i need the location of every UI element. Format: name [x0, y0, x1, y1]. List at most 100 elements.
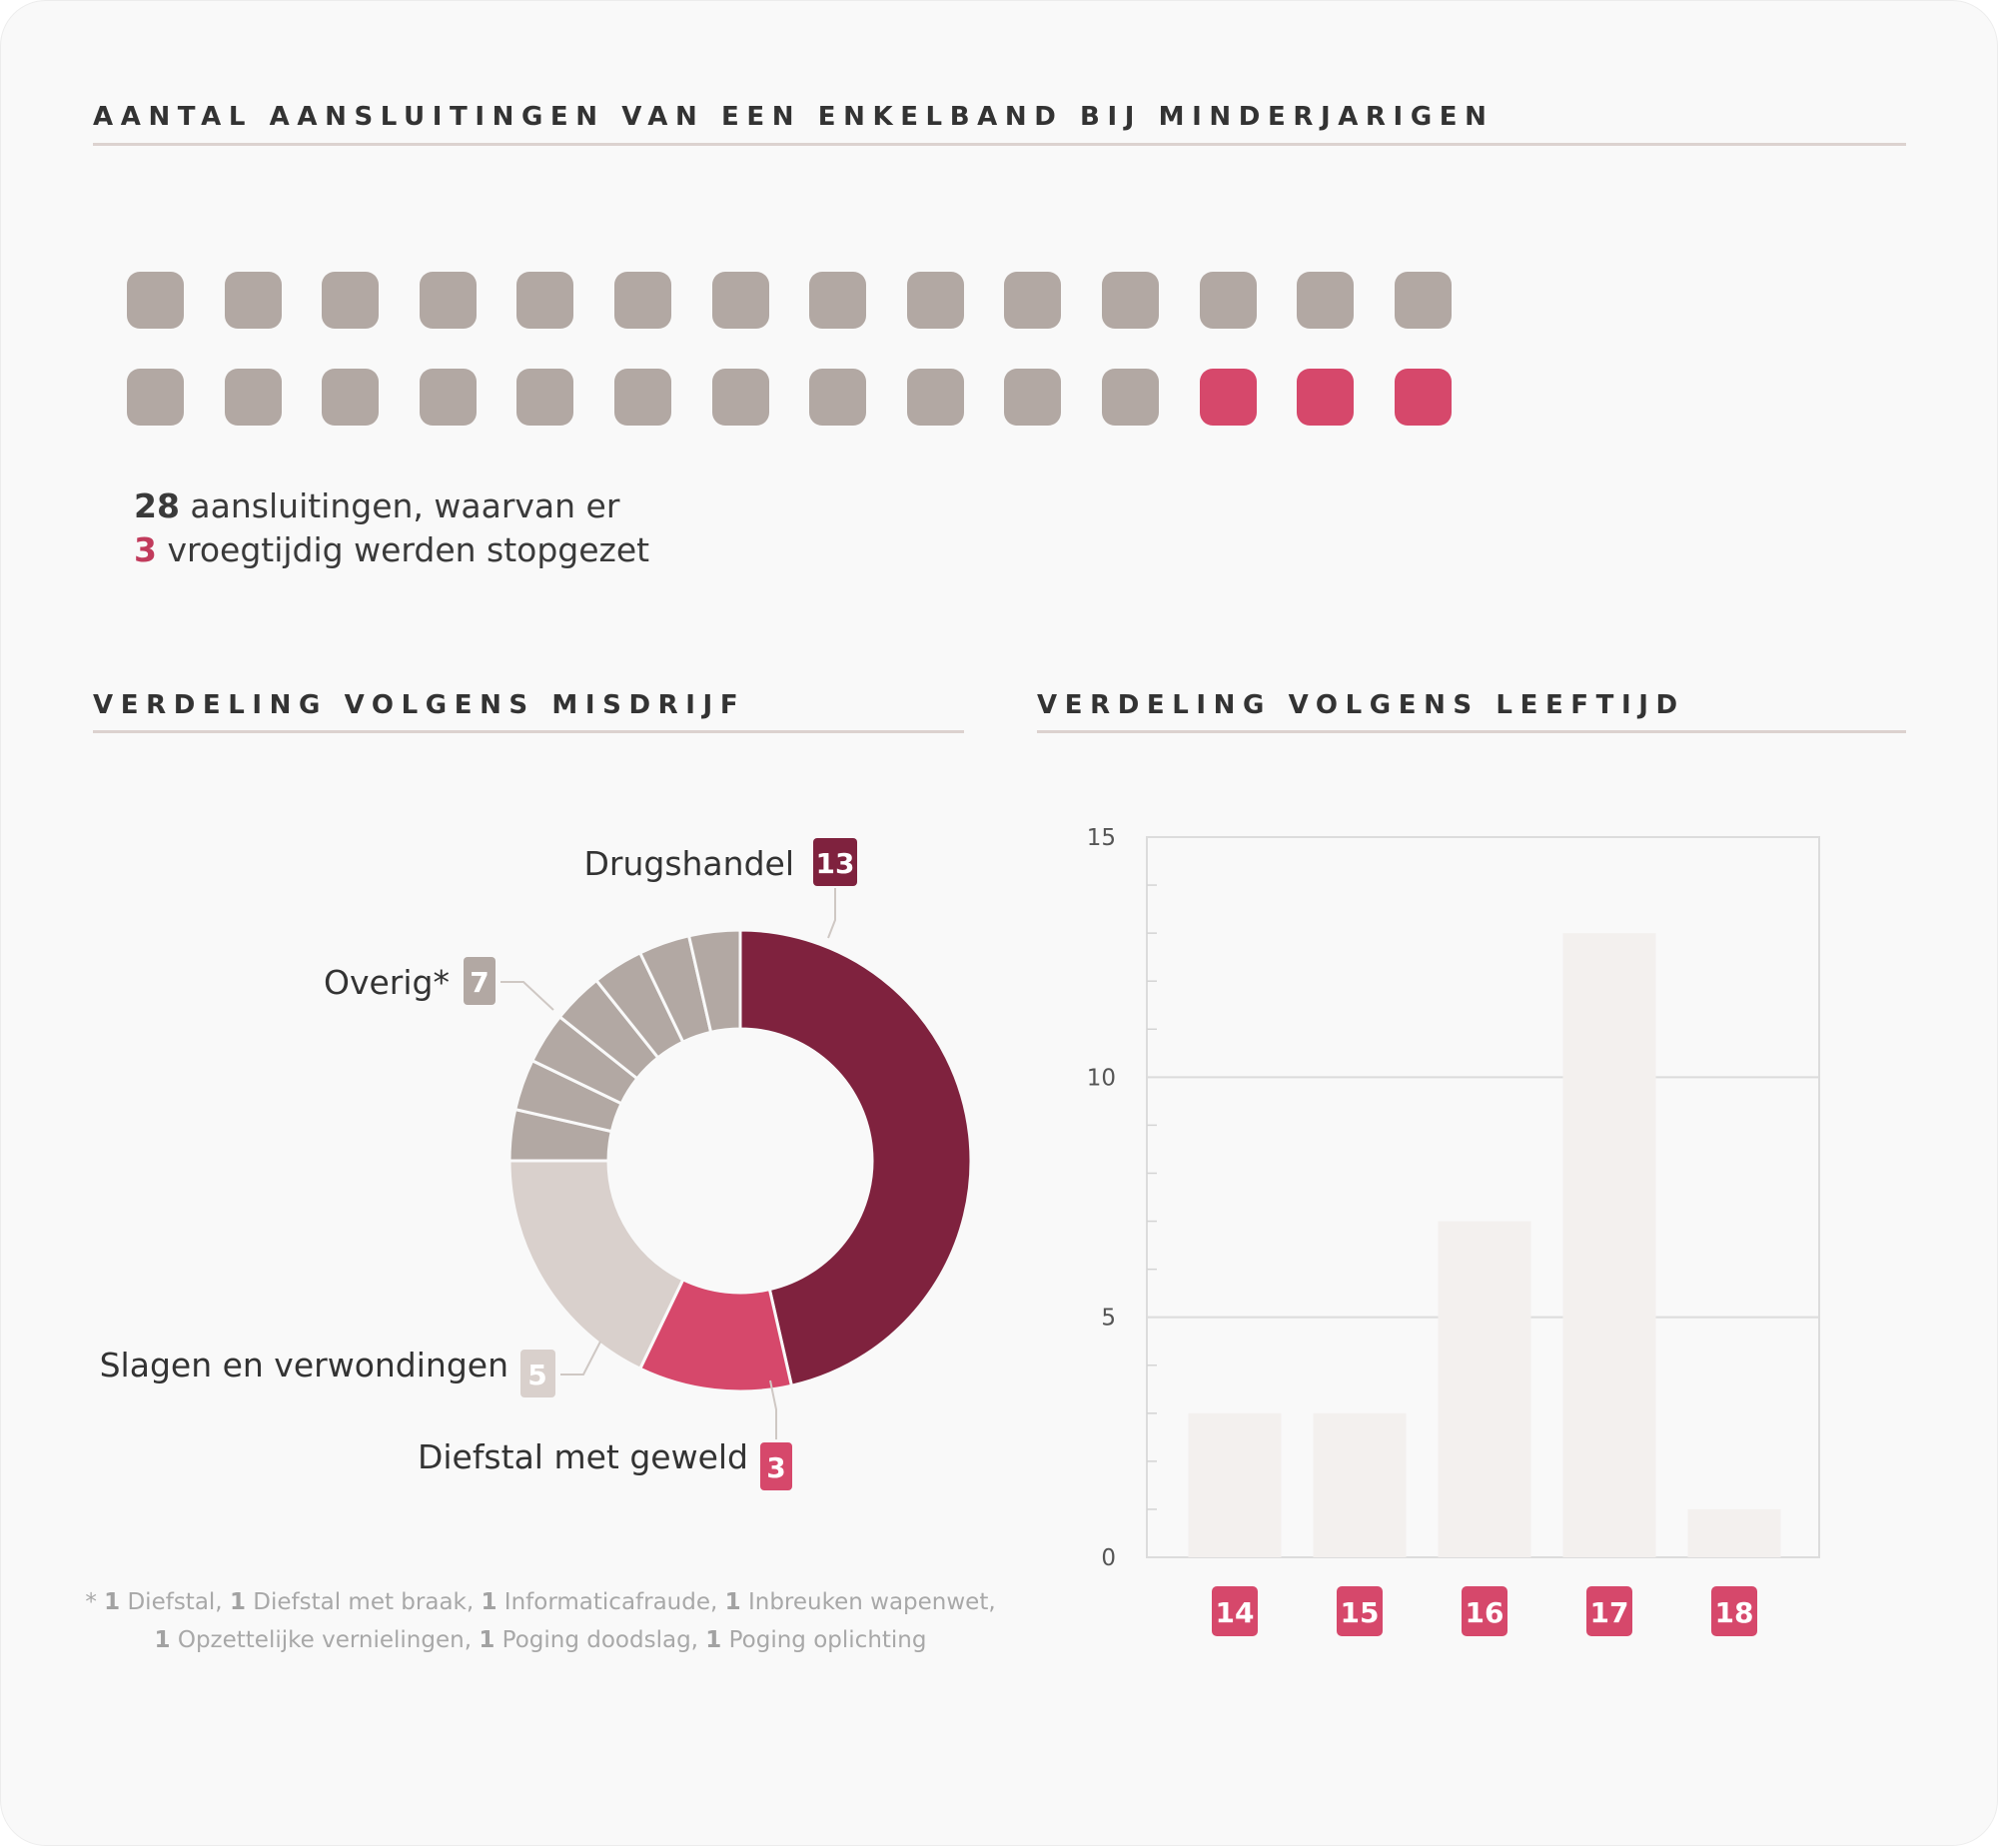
- overig-tag: [464, 957, 496, 1005]
- waffle-square: [906, 369, 964, 426]
- bar: [1687, 1508, 1781, 1557]
- diefstal-label: Diefstal met geweld: [418, 1437, 748, 1476]
- footnote-item: Informaticafraude,: [497, 1589, 725, 1615]
- footnote-count: 1: [724, 1589, 741, 1615]
- footnote-item: Inbreuken wapenwet,: [740, 1589, 996, 1615]
- drugshandel-leader: [827, 888, 836, 939]
- waffle-square: [1102, 369, 1159, 426]
- stopped-count: 3: [134, 530, 157, 569]
- donut-slice: [507, 1159, 685, 1372]
- slagen-tag: [520, 1350, 555, 1397]
- x-tick-label: 15: [1341, 1596, 1380, 1629]
- footnote-marker: *: [85, 1589, 97, 1615]
- footnote-count: 1: [154, 1627, 171, 1653]
- slagen-leader: [560, 1341, 601, 1376]
- leeftijd-rule: [1037, 730, 1906, 733]
- total-count: 28: [134, 486, 180, 525]
- x-tag-box: [1462, 1586, 1507, 1636]
- label-drugshandel: Drugshandel 13: [583, 838, 857, 939]
- y-tick-label: 10: [1087, 1065, 1116, 1091]
- leeftijd-title: VERDELING VOLGENS LEEFTIJD: [1037, 690, 1685, 720]
- footnote: * 1 Diefstal, 1 Diefstal met braak, 1 In…: [61, 1583, 1020, 1659]
- waffle-square: [809, 369, 867, 426]
- x-tick-label: 16: [1466, 1596, 1504, 1629]
- stopped-text: vroegtijdig werden stopgezet: [156, 530, 650, 569]
- waffle-square: [1004, 272, 1062, 329]
- waffle-square: [614, 369, 671, 426]
- label-overig: Overig* 7: [324, 957, 554, 1011]
- waffle-square: [127, 272, 184, 329]
- y-tick-label: 5: [1101, 1306, 1116, 1332]
- summary-line-total: 28 aansluitingen, waarvan er: [134, 486, 619, 525]
- waffle-square: [1394, 272, 1452, 329]
- footnote-item: Poging oplichting: [721, 1627, 927, 1653]
- bar: [1313, 1412, 1407, 1557]
- donut-chart: Drugshandel 13 Overig* 7 Slagen en verwo…: [100, 838, 973, 1490]
- waffle-square: [906, 272, 964, 329]
- label-diefstal: Diefstal met geweld 3: [418, 1380, 792, 1490]
- waffle-square: [1394, 369, 1452, 426]
- drugshandel-label: Drugshandel: [583, 844, 794, 883]
- y-axis-ticks: 0 5 10 15: [1087, 825, 1116, 1571]
- slagen-value: 5: [527, 1359, 546, 1391]
- overig-value: 7: [470, 966, 489, 999]
- waffle-square: [516, 369, 574, 426]
- waffle-square: [516, 272, 574, 329]
- age-bar-chart: 0 5 10 15 14 15 16 17 18: [1087, 825, 1820, 1636]
- waffle-square: [1102, 272, 1159, 329]
- diefstal-tag: [760, 1442, 792, 1490]
- donut-slice: [738, 928, 973, 1388]
- waffle-square: [419, 369, 477, 426]
- summary-line-stopped: 3 vroegtijdig werden stopgezet: [134, 530, 649, 569]
- drugshandel-value: 13: [816, 847, 855, 880]
- label-slagen: Slagen en verwondingen 5: [100, 1341, 601, 1397]
- footnote-item: Diefstal met braak,: [245, 1589, 482, 1615]
- x-tag-box: [1586, 1586, 1632, 1636]
- x-tick-label: 17: [1590, 1596, 1629, 1629]
- donut-slice: [686, 928, 742, 1035]
- waffle-square: [127, 369, 184, 426]
- waffle-square: [809, 272, 867, 329]
- bar: [1562, 933, 1656, 1557]
- waffle-square: [1297, 272, 1355, 329]
- title-rule: [93, 143, 1906, 146]
- waffle-square: [1199, 272, 1257, 329]
- footnote-item: Diefstal,: [120, 1589, 230, 1615]
- footnote-count: 1: [104, 1589, 121, 1615]
- misdrijf-rule: [93, 730, 964, 733]
- main-title: AANTAL AANSLUITINGEN VAN EEN ENKELBAND B…: [93, 102, 1495, 132]
- waffle-square: [711, 272, 769, 329]
- donut-slices: [507, 928, 973, 1393]
- waffle-square: [419, 272, 477, 329]
- overig-leader: [500, 981, 554, 1011]
- x-tick-label: 14: [1216, 1596, 1255, 1629]
- bar: [1438, 1221, 1531, 1557]
- footnote-count: 1: [481, 1589, 498, 1615]
- x-tag-box: [1212, 1586, 1258, 1636]
- footnote-item: Poging doodslag,: [495, 1627, 706, 1653]
- waffle-square: [322, 272, 380, 329]
- bars: [1188, 933, 1781, 1557]
- waffle-square: [224, 272, 282, 329]
- misdrijf-title: VERDELING VOLGENS MISDRIJF: [93, 690, 746, 720]
- diefstal-value: 3: [766, 1451, 785, 1484]
- slagen-label: Slagen en verwondingen: [100, 1346, 508, 1385]
- waffle-square: [711, 369, 769, 426]
- overig-label: Overig*: [324, 963, 450, 1002]
- footnote-count: 1: [705, 1627, 722, 1653]
- y-tick-label: 0: [1101, 1545, 1116, 1571]
- x-axis-tags: 14 15 16 17 18: [1212, 1586, 1757, 1636]
- waffle-square: [614, 272, 671, 329]
- bar: [1188, 1412, 1282, 1557]
- footnote-count: 1: [479, 1627, 496, 1653]
- footnote-item: Opzettelijke vernielingen,: [170, 1627, 480, 1653]
- total-text: aansluitingen, waarvan er: [179, 486, 620, 525]
- waffle-square: [1297, 369, 1355, 426]
- x-tick-label: 18: [1715, 1596, 1754, 1629]
- diefstal-leader: [769, 1380, 777, 1439]
- drugshandel-tag: [813, 838, 857, 886]
- y-tick-label: 15: [1087, 825, 1116, 851]
- waffle-square: [1199, 369, 1257, 426]
- x-tag-box: [1711, 1586, 1757, 1636]
